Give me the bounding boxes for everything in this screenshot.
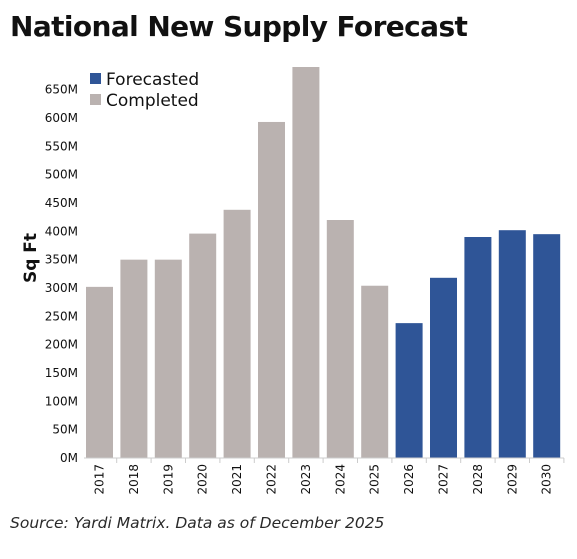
bars bbox=[86, 67, 561, 458]
y-tick-label: 50M bbox=[52, 423, 78, 437]
bar-2024 bbox=[326, 220, 354, 458]
y-tick-label: 100M bbox=[45, 394, 78, 408]
source-note: Source: Yardi Matrix. Data as of Decembe… bbox=[10, 514, 385, 532]
bar-2029 bbox=[498, 230, 526, 458]
y-tick-label: 400M bbox=[45, 224, 78, 238]
legend-label-completed: Completed bbox=[106, 91, 199, 111]
x-tick-label: 2022 bbox=[265, 464, 279, 495]
y-tick-label: 200M bbox=[45, 338, 78, 352]
legend-swatch-completed bbox=[90, 94, 101, 105]
x-tick-label: 2021 bbox=[230, 464, 244, 495]
y-tick-label: 500M bbox=[45, 168, 78, 182]
y-axis-ticks: 0M 50M 100M 150M 200M 250M 300M 350M 400M 450M 500… bbox=[45, 83, 78, 465]
x-tick-label: 2019 bbox=[161, 464, 175, 495]
x-tick-label: 2026 bbox=[402, 464, 416, 495]
y-tick-label: 350M bbox=[45, 253, 78, 267]
x-axis-ticks: 2017 2018 2019 2020 2021 2022 2023 2024 2025 2026… bbox=[93, 458, 565, 495]
x-tick-label: 2029 bbox=[505, 464, 519, 495]
bar-2026 bbox=[395, 323, 423, 458]
y-axis-label: Sq Ft bbox=[21, 233, 41, 283]
x-tick-label: 2023 bbox=[299, 464, 313, 495]
x-tick-label: 2027 bbox=[437, 464, 451, 495]
bar-2022 bbox=[258, 121, 285, 458]
bar-2021 bbox=[223, 209, 251, 458]
y-tick-label: 250M bbox=[45, 309, 78, 323]
x-tick-label: 2028 bbox=[471, 464, 485, 495]
bar-2028 bbox=[464, 237, 492, 458]
bar-2030 bbox=[533, 234, 561, 458]
bar-2019 bbox=[154, 259, 182, 458]
y-tick-label: 300M bbox=[45, 281, 78, 295]
x-tick-label: 2025 bbox=[368, 464, 382, 495]
y-tick-label: 600M bbox=[45, 111, 78, 125]
x-tick-label: 2024 bbox=[333, 464, 347, 495]
y-tick-label: 150M bbox=[45, 366, 78, 380]
y-tick-label: 550M bbox=[45, 139, 78, 153]
chart-title: National New Supply Forecast bbox=[10, 10, 468, 43]
bar-2018 bbox=[120, 259, 148, 458]
y-tick-label: 650M bbox=[45, 83, 78, 97]
bar-2017 bbox=[86, 286, 113, 458]
bar-2020 bbox=[189, 233, 217, 458]
bar-2023 bbox=[292, 67, 320, 458]
x-tick-label: 2018 bbox=[127, 464, 141, 495]
bar-2025 bbox=[361, 285, 389, 458]
y-tick-label: 0M bbox=[60, 451, 78, 465]
legend-label-forecasted: Forecasted bbox=[106, 70, 199, 90]
x-tick-label: 2017 bbox=[93, 464, 107, 495]
bar-2027 bbox=[430, 277, 457, 458]
x-tick-label: 2030 bbox=[540, 464, 554, 495]
x-tick-label: 2020 bbox=[196, 464, 210, 495]
y-tick-label: 450M bbox=[45, 196, 78, 210]
bar-chart: Sq Ft 0M 50M 100M 150M 200M 250M 300M 350M 400M 4… bbox=[21, 67, 565, 495]
legend-swatch-forecasted bbox=[90, 73, 101, 84]
